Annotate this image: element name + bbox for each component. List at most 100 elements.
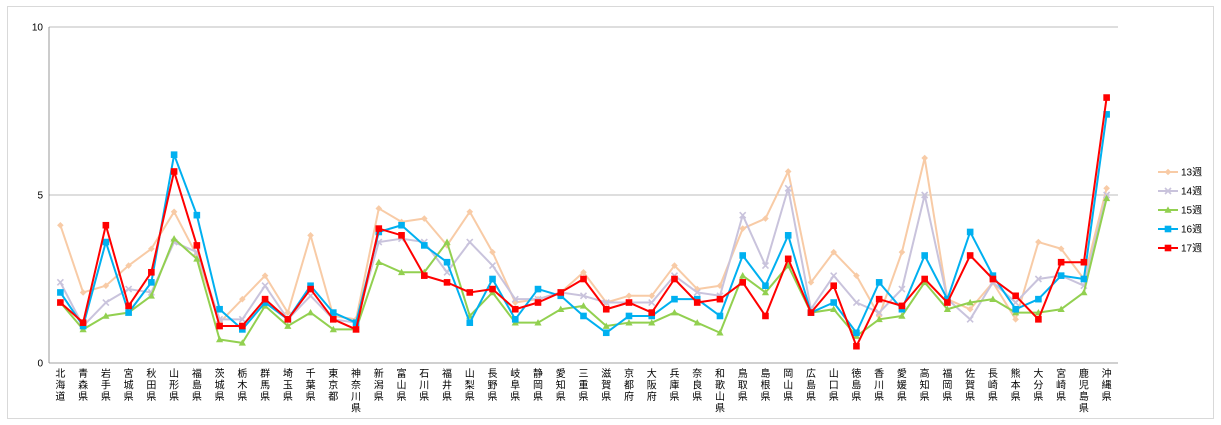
x-tick-label: 三重県 — [579, 369, 589, 403]
x-tick-label: 愛知県 — [556, 367, 566, 403]
data-point — [261, 282, 269, 290]
data-point — [944, 295, 951, 303]
data-point — [125, 309, 132, 316]
legend-item: 14週 — [1158, 186, 1202, 198]
data-point — [1057, 272, 1065, 279]
data-point — [1034, 275, 1042, 283]
legend-marker — [1164, 187, 1172, 195]
data-point — [807, 309, 815, 316]
series-4 — [57, 111, 1110, 337]
data-point — [125, 302, 132, 310]
x-tick-label: 福島県 — [192, 367, 202, 403]
data-point — [1080, 275, 1088, 283]
data-point — [1012, 292, 1019, 300]
data-point — [830, 272, 838, 280]
data-point — [1012, 305, 1019, 313]
data-point — [739, 225, 747, 232]
data-point — [693, 295, 701, 303]
data-point — [602, 329, 610, 337]
data-point — [375, 225, 383, 232]
data-point — [762, 312, 769, 320]
data-point — [420, 242, 428, 249]
data-point — [102, 298, 110, 307]
data-point — [216, 322, 223, 330]
data-point — [1035, 238, 1042, 246]
data-point — [853, 272, 860, 279]
legend-label: 14週 — [1181, 186, 1202, 198]
data-point — [170, 151, 178, 158]
data-point — [853, 342, 860, 350]
data-point — [944, 299, 951, 306]
data-point — [466, 289, 474, 296]
x-tick-label: 山梨県 — [465, 368, 475, 403]
data-point — [898, 248, 906, 256]
data-point — [579, 292, 588, 300]
data-point — [239, 326, 246, 333]
data-point — [830, 305, 838, 313]
data-point — [875, 309, 883, 317]
data-point — [580, 312, 587, 320]
data-point — [193, 242, 201, 249]
x-tick-label: 佐賀県 — [965, 368, 975, 403]
data-point — [193, 255, 201, 262]
x-tick-label: 茨城県 — [215, 367, 225, 403]
data-point — [79, 319, 87, 326]
data-point — [784, 232, 792, 239]
data-point — [625, 299, 633, 306]
data-point — [830, 248, 837, 256]
data-point — [284, 316, 292, 323]
data-point — [762, 215, 769, 222]
data-point — [193, 211, 201, 219]
data-point — [375, 258, 383, 265]
data-point — [898, 302, 906, 310]
x-tick-label: 新潟県 — [374, 367, 384, 403]
data-point — [693, 319, 701, 326]
x-tick-label: 青森県 — [78, 367, 88, 403]
data-point — [989, 275, 997, 283]
x-tick-label: 奈良県 — [692, 367, 702, 403]
data-point — [102, 312, 110, 319]
x-tick-label: 福岡県 — [942, 367, 952, 403]
data-point — [443, 279, 451, 286]
data-point — [489, 248, 496, 256]
data-point — [261, 299, 269, 306]
data-point — [148, 268, 155, 276]
x-tick-label: 大分県 — [1033, 367, 1043, 403]
x-tick-label: 岐阜県 — [510, 367, 520, 403]
data-point — [238, 315, 246, 323]
data-point — [852, 298, 861, 307]
data-point — [1103, 111, 1110, 118]
x-tick-label: 山口県 — [829, 368, 839, 403]
series-5 — [57, 94, 1110, 350]
y-tick-label: 10 — [32, 23, 44, 34]
data-point — [306, 309, 315, 316]
data-point — [648, 298, 656, 307]
data-point — [739, 279, 747, 286]
data-point — [625, 319, 633, 326]
data-point — [125, 262, 132, 269]
data-point — [1035, 295, 1042, 303]
x-tick-label: 鳥取県 — [738, 367, 748, 403]
x-tick-label: 石川県 — [419, 369, 429, 403]
data-point — [170, 208, 178, 216]
x-tick-label: 愛媛県 — [897, 367, 907, 403]
data-point — [898, 305, 906, 313]
data-point — [966, 315, 974, 323]
data-point — [102, 238, 110, 246]
data-point — [921, 252, 928, 259]
data-point — [1057, 305, 1065, 313]
x-tick-label: 東京都 — [328, 367, 338, 403]
data-point — [330, 316, 337, 323]
data-point — [1035, 316, 1042, 323]
data-point — [716, 295, 724, 303]
data-point — [284, 309, 292, 316]
x-tick-label: 滋賀県 — [601, 367, 611, 403]
x-tick-label: 京都府 — [624, 367, 634, 403]
x-tick-label: 埼玉県 — [283, 367, 293, 403]
data-point — [557, 292, 565, 300]
x-tick-label: 福井県 — [442, 367, 452, 403]
data-point — [989, 272, 997, 279]
data-point — [284, 322, 292, 329]
data-point — [443, 258, 451, 266]
data-point — [170, 235, 178, 242]
